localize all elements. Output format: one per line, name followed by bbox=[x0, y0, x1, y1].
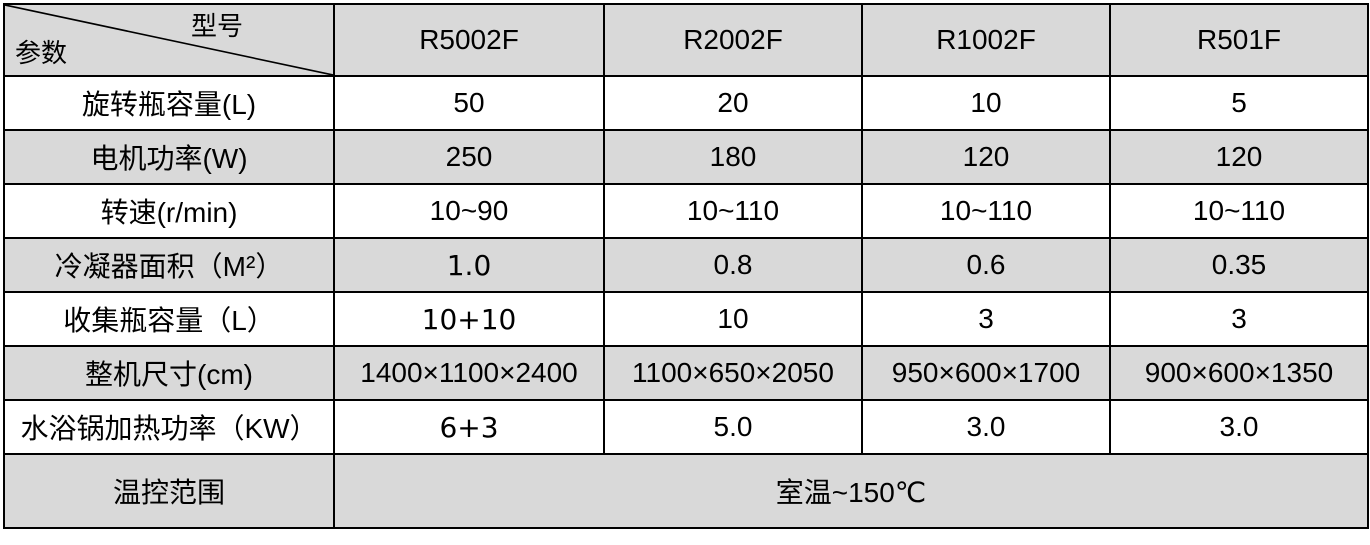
table-row-water-bath-heating-power: 水浴锅加热功率（KW） 6+3 5.0 3.0 3.0 bbox=[3, 399, 1369, 455]
diagonal-divider-line bbox=[5, 5, 333, 75]
value-cell: 6+3 bbox=[333, 399, 605, 455]
value-cell: 10 bbox=[603, 291, 863, 347]
value-cell: 120 bbox=[1109, 129, 1369, 185]
table-row-overall-dimensions: 整机尺寸(cm) 1400×1100×2400 1100×650×2050 95… bbox=[3, 345, 1369, 401]
merged-value-cell: 室温~150℃ bbox=[333, 453, 1369, 529]
value-cell: 1100×650×2050 bbox=[603, 345, 863, 401]
value-cell: 1400×1100×2400 bbox=[333, 345, 605, 401]
value-cell: 180 bbox=[603, 129, 863, 185]
model-header-r5002f: R5002F bbox=[333, 3, 605, 77]
row-label: 收集瓶容量（L） bbox=[3, 291, 335, 347]
row-label: 冷凝器面积（M²） bbox=[3, 237, 335, 293]
value-cell: 10~110 bbox=[861, 183, 1111, 239]
corner-label-model: 型号 bbox=[191, 11, 244, 41]
spec-table: 型号 参数 R5002F R2002F R1002F R501F 旋转瓶容量(L… bbox=[3, 3, 1369, 529]
table-row-collection-flask-capacity: 收集瓶容量（L） 10+10 10 3 3 bbox=[3, 291, 1369, 347]
row-label: 旋转瓶容量(L) bbox=[3, 75, 335, 131]
row-label: 转速(r/min) bbox=[3, 183, 335, 239]
value-cell: 1.0 bbox=[333, 237, 605, 293]
value-cell: 5.0 bbox=[603, 399, 863, 455]
corner-label-parameter: 参数 bbox=[15, 38, 68, 69]
row-label: 水浴锅加热功率（KW） bbox=[3, 399, 335, 455]
row-label: 电机功率(W) bbox=[3, 129, 335, 185]
value-cell: 250 bbox=[333, 129, 605, 185]
value-cell: 950×600×1700 bbox=[861, 345, 1111, 401]
value-cell: 3.0 bbox=[1109, 399, 1369, 455]
value-cell: 20 bbox=[603, 75, 863, 131]
value-cell: 0.8 bbox=[603, 237, 863, 293]
table-row-rotation-speed: 转速(r/min) 10~90 10~110 10~110 10~110 bbox=[3, 183, 1369, 239]
value-cell: 50 bbox=[333, 75, 605, 131]
table-row-temperature-control-range: 温控范围 室温~150℃ bbox=[3, 453, 1369, 529]
model-header-r1002f: R1002F bbox=[861, 3, 1111, 77]
value-cell: 10+10 bbox=[333, 291, 605, 347]
value-cell: 5 bbox=[1109, 75, 1369, 131]
table-row-rotary-flask-capacity: 旋转瓶容量(L) 50 20 10 5 bbox=[3, 75, 1369, 131]
header-row: 型号 参数 R5002F R2002F R1002F R501F bbox=[3, 3, 1369, 77]
value-cell: 10~90 bbox=[333, 183, 605, 239]
value-cell: 3 bbox=[861, 291, 1111, 347]
value-cell: 120 bbox=[861, 129, 1111, 185]
value-cell: 3.0 bbox=[861, 399, 1111, 455]
model-header-r2002f: R2002F bbox=[603, 3, 863, 77]
model-header-r501f: R501F bbox=[1109, 3, 1369, 77]
value-cell: 0.6 bbox=[861, 237, 1111, 293]
value-cell: 900×600×1350 bbox=[1109, 345, 1369, 401]
value-cell: 3 bbox=[1109, 291, 1369, 347]
value-cell: 10~110 bbox=[1109, 183, 1369, 239]
value-cell: 10~110 bbox=[603, 183, 863, 239]
table-row-condenser-area: 冷凝器面积（M²） 1.0 0.8 0.6 0.35 bbox=[3, 237, 1369, 293]
row-label: 整机尺寸(cm) bbox=[3, 345, 335, 401]
value-cell: 0.35 bbox=[1109, 237, 1369, 293]
diagonal-corner-cell: 型号 参数 bbox=[3, 3, 335, 77]
value-cell: 10 bbox=[861, 75, 1111, 131]
row-label: 温控范围 bbox=[3, 453, 335, 529]
table-row-motor-power: 电机功率(W) 250 180 120 120 bbox=[3, 129, 1369, 185]
